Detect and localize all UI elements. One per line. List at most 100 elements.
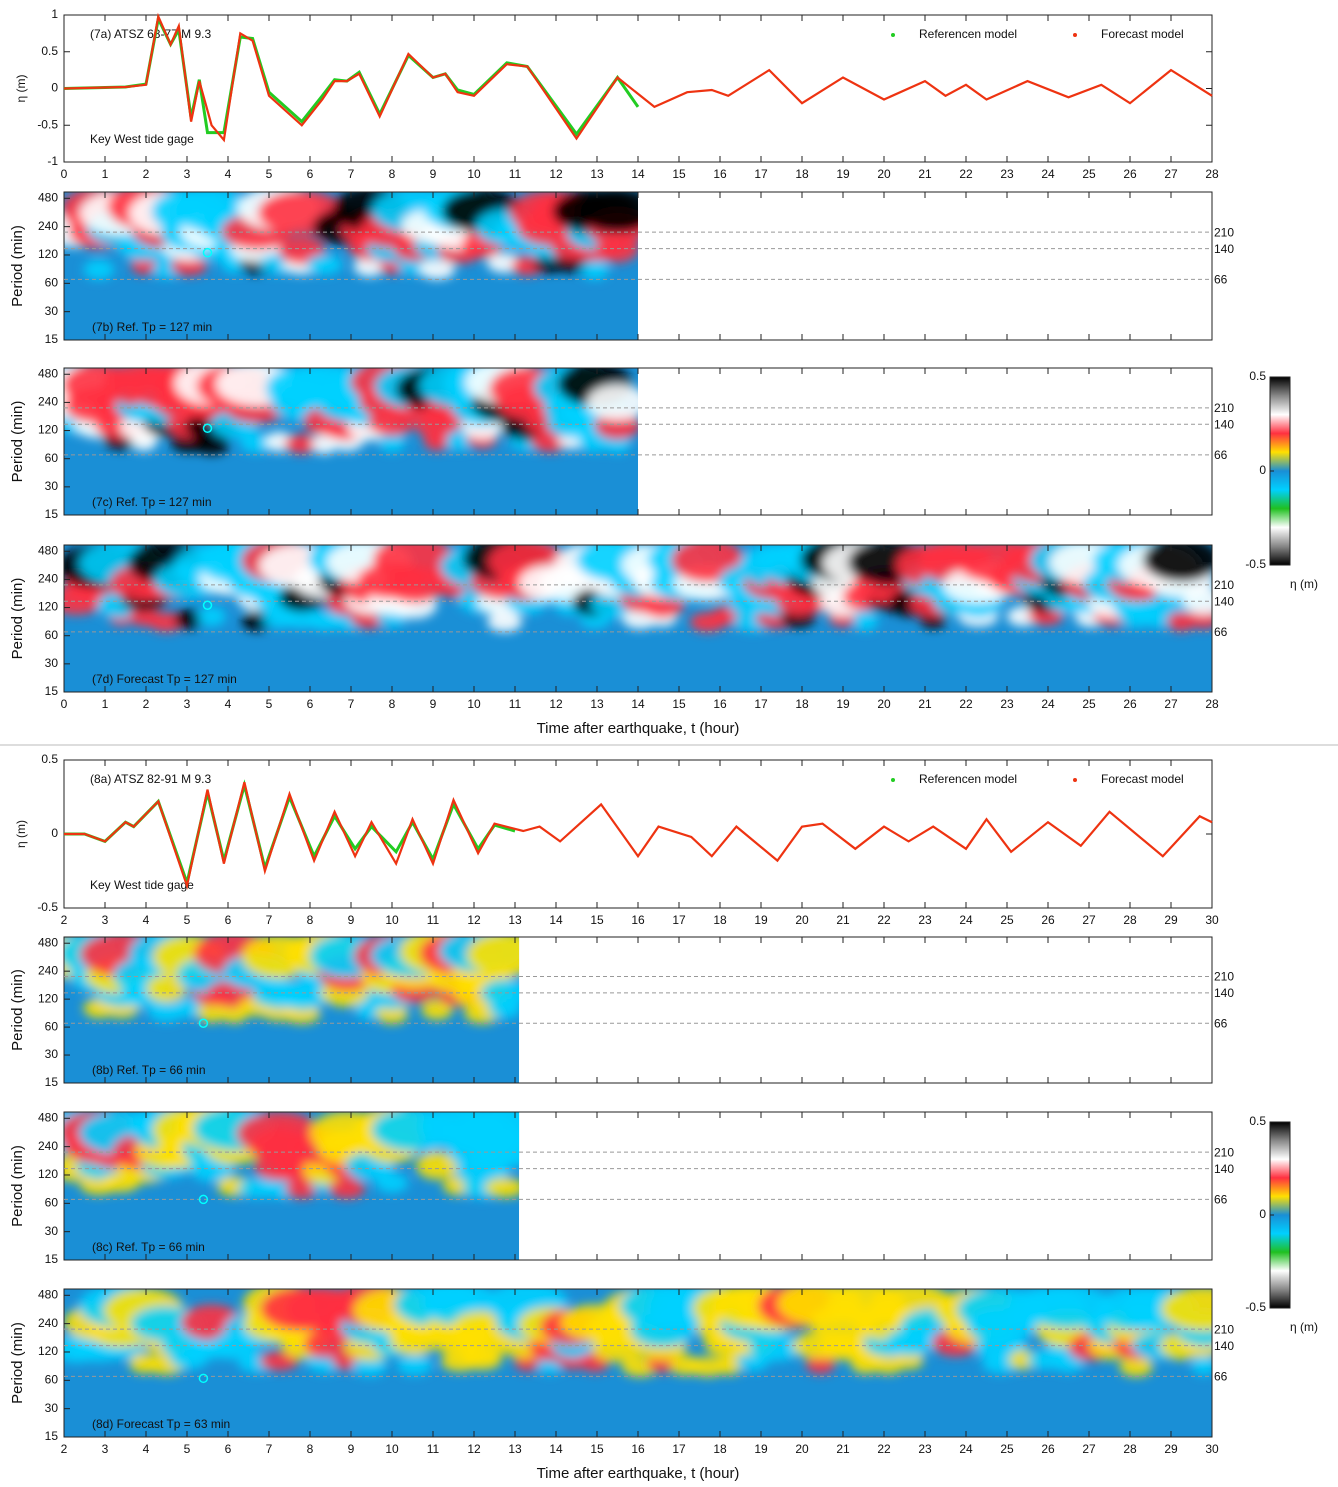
blob [193, 434, 230, 455]
x-tick-label: 6 [307, 167, 314, 181]
x-tick-label: 16 [713, 697, 727, 711]
reference-label: 66 [1214, 1016, 1228, 1030]
y-tick-label: 480 [38, 1110, 58, 1124]
blob [1142, 607, 1175, 628]
x-tick-label: 30 [1205, 913, 1219, 927]
x-tick-label: 19 [754, 913, 768, 927]
spectrogram-image [64, 937, 520, 1083]
x-tick-label: 5 [184, 913, 191, 927]
y-tick-label: 120 [38, 247, 58, 261]
blob [487, 611, 523, 632]
blob [328, 1178, 366, 1199]
x-tick-label: 15 [672, 167, 686, 181]
blob [870, 1353, 906, 1374]
blob [577, 192, 638, 233]
x-tick-label: 28 [1205, 697, 1219, 711]
blobs [64, 545, 1212, 633]
y-tick-label: 60 [45, 628, 59, 642]
x-tick-label: 3 [184, 167, 191, 181]
x-axis-label: Time after earthquake, t (hour) [537, 720, 740, 737]
y-tick-label: 0.5 [41, 44, 58, 58]
blob [351, 1356, 387, 1377]
x-tick-label: 24 [1041, 167, 1055, 181]
x-tick-label: 23 [918, 1442, 932, 1456]
reference-label: 140 [1214, 986, 1234, 1000]
x-tick-label: 28 [1205, 167, 1219, 181]
reference-label: 140 [1214, 417, 1234, 431]
panel-title: (8a) ATSZ 82-91 M 9.3 [90, 772, 211, 786]
x-tick-label: 14 [549, 913, 563, 927]
y-tick-label: 0.5 [41, 752, 58, 766]
blob [148, 1001, 185, 1022]
x-tick-label: 12 [549, 167, 563, 181]
blob [419, 259, 456, 280]
x-tick-label: 26 [1041, 1442, 1055, 1456]
y-tick-label: 15 [45, 1075, 59, 1089]
y-tick-label: 15 [45, 1252, 59, 1266]
y-tick-label: 60 [45, 1372, 59, 1386]
x-tick-label: 23 [1000, 697, 1014, 711]
y-tick-label: 30 [45, 304, 59, 318]
panel-title: (8c) Ref. Tp = 66 min [92, 1240, 205, 1254]
y-tick-label: 0 [51, 826, 58, 840]
blob [197, 606, 226, 627]
colorbar-tick-label: 0.5 [1249, 1114, 1266, 1128]
y-tick-label: 120 [38, 1167, 58, 1181]
reference-label: 66 [1214, 1370, 1228, 1384]
x-tick-label: 28 [1123, 1442, 1137, 1456]
reference-label: 210 [1214, 1145, 1234, 1159]
reference-label: 140 [1214, 242, 1234, 256]
blob [577, 432, 613, 453]
annotation: Key West tide gage [90, 878, 194, 892]
x-tick-label: 18 [795, 697, 809, 711]
blob [197, 1002, 227, 1023]
y-tick-label: 30 [45, 1224, 59, 1238]
x-tick-label: 3 [102, 913, 109, 927]
blob [378, 432, 406, 453]
y-tick-label: 0 [51, 81, 58, 95]
blob [375, 1172, 409, 1193]
y-axis-label: Period (min) [9, 1322, 26, 1404]
panel-title: (7d) Forecast Tp = 127 min [92, 672, 237, 686]
y-tick-label: 480 [38, 190, 58, 204]
colorbar-tick-label: 0 [1259, 463, 1266, 477]
y-tick-label: 120 [38, 600, 58, 614]
x-tick-label: 12 [467, 1442, 481, 1456]
panel-title: (8b) Ref. Tp = 66 min [92, 1063, 206, 1077]
x-tick-label: 26 [1123, 167, 1137, 181]
panel-title: (7c) Ref. Tp = 127 min [92, 495, 212, 509]
blobs [64, 368, 638, 455]
y-tick-label: 240 [38, 572, 58, 586]
x-tick-label: 21 [918, 167, 932, 181]
x-tick-label: 0 [61, 697, 68, 711]
x-axis-label: Time after earthquake, t (hour) [537, 1465, 740, 1482]
x-tick-label: 14 [631, 167, 645, 181]
peak-marker [198, 1194, 209, 1205]
x-tick-label: 6 [225, 1442, 232, 1456]
reference-label: 66 [1214, 273, 1228, 287]
x-tick-label: 20 [795, 913, 809, 927]
y-tick-label: 240 [38, 963, 58, 977]
y-tick-label: 1 [51, 7, 58, 21]
x-tick-label: 13 [508, 1442, 522, 1456]
x-tick-label: 19 [754, 1442, 768, 1456]
x-tick-label: 30 [1205, 1442, 1219, 1456]
series-line [64, 779, 516, 889]
x-tick-label: 11 [427, 913, 440, 927]
legend-label: Referencen model [919, 772, 1017, 786]
x-tick-label: 2 [61, 1442, 68, 1456]
plot-frame [63, 14, 1213, 163]
blob [285, 1178, 319, 1199]
legend-label: Forecast model [1101, 27, 1184, 41]
blob [306, 254, 343, 275]
x-tick-label: 10 [467, 167, 481, 181]
x-tick-label: 11 [427, 1442, 440, 1456]
x-tick-label: 26 [1041, 913, 1055, 927]
blob [416, 1151, 458, 1180]
blobs [64, 1289, 1212, 1377]
x-tick-label: 0 [61, 167, 68, 181]
blob [421, 999, 453, 1020]
y-axis-label: Period (min) [9, 969, 26, 1051]
x-tick-label: 25 [1082, 167, 1096, 181]
peak-marker [202, 423, 213, 434]
